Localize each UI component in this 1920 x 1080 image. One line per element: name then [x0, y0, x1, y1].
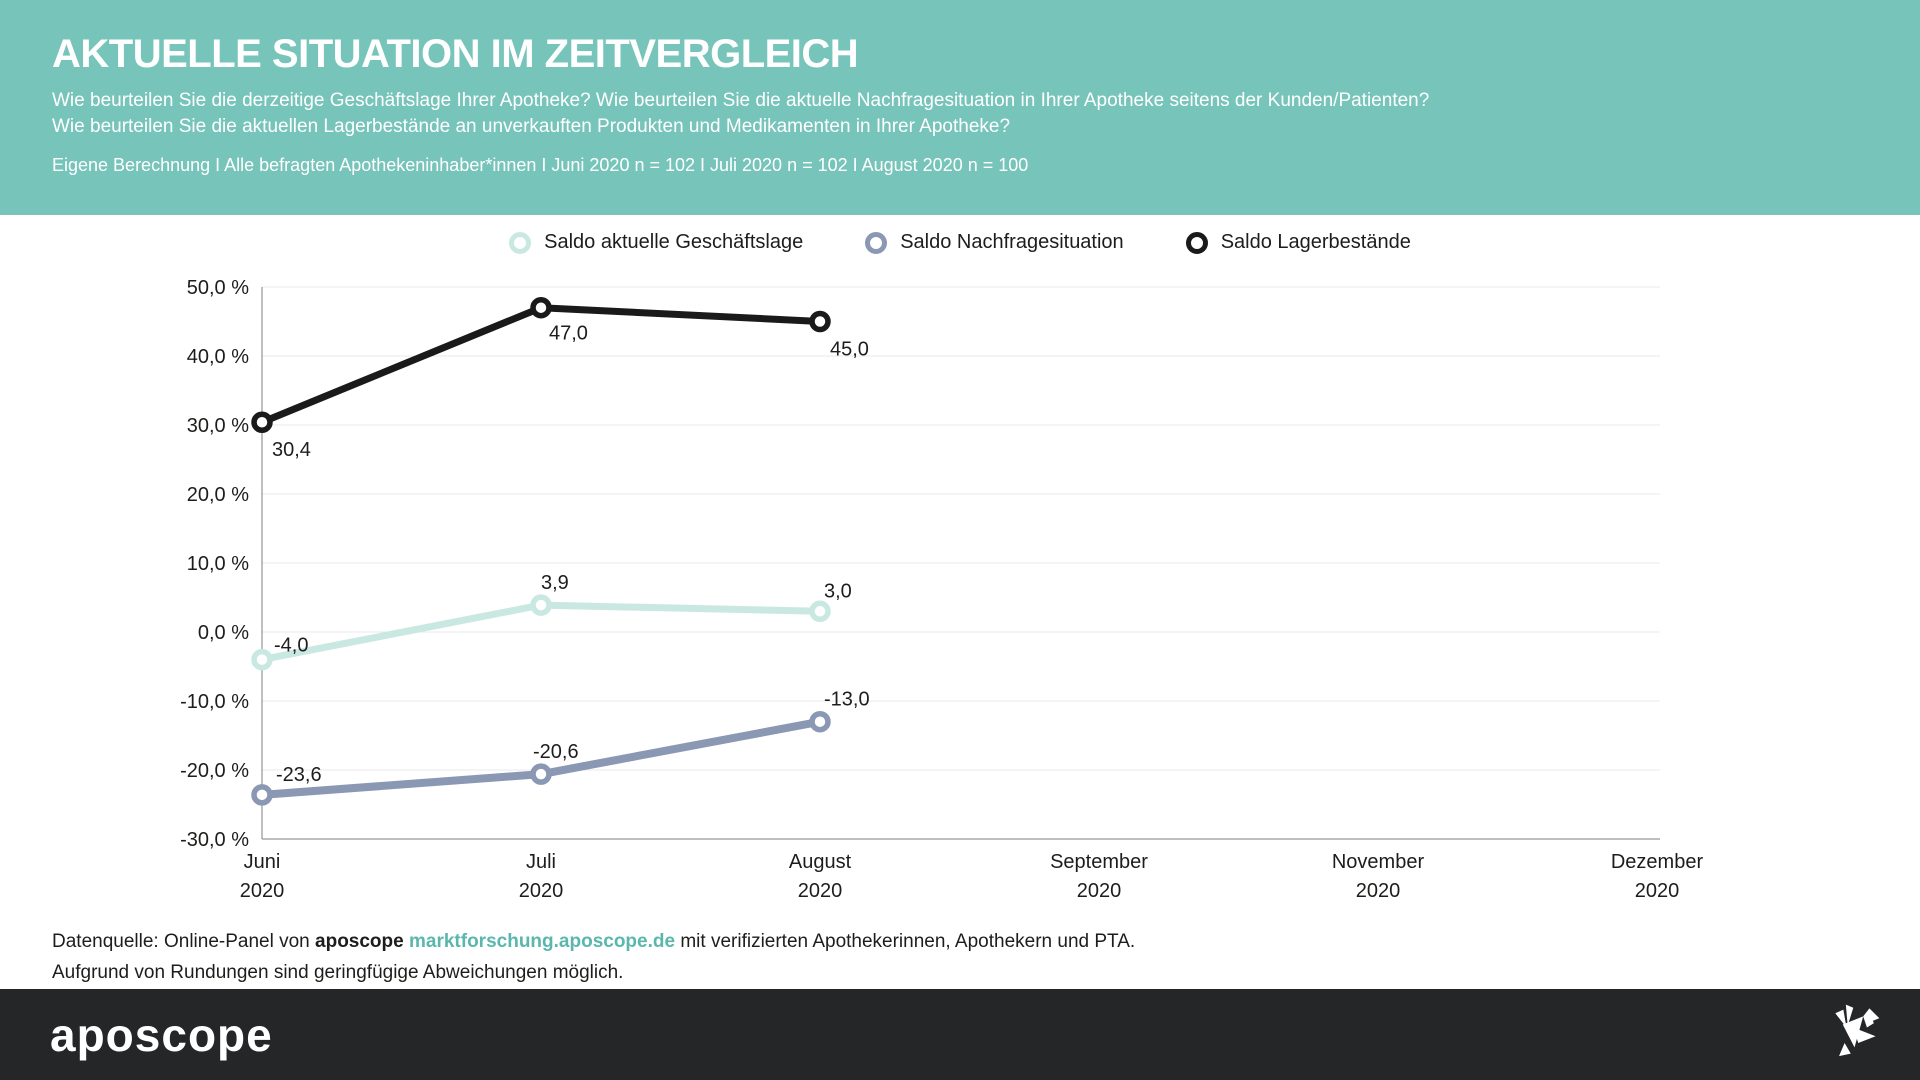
data-point-label: 30,4 — [272, 439, 311, 461]
y-tick-label: 20,0 % — [187, 484, 249, 506]
data-point-marker — [530, 594, 552, 616]
legend-item-geschaeftslage: Saldo aktuelle Geschäftslage — [509, 231, 803, 254]
x-tick-year: 2020 — [798, 880, 843, 902]
data-point-label: 45,0 — [830, 339, 869, 361]
y-tick-label: 10,0 % — [187, 553, 249, 575]
data-point-label: -4,0 — [274, 635, 308, 657]
subtitle-line-1: Wie beurteilen Sie die derzeitige Geschä… — [52, 90, 1430, 111]
y-tick-label: 40,0 % — [187, 346, 249, 368]
y-tick-label: 30,0 % — [187, 415, 249, 437]
header: AKTUELLE SITUATION IM ZEITVERGLEICH Wie … — [0, 0, 1920, 215]
source-brand: aposcope — [315, 931, 404, 952]
x-tick-month: September — [1050, 851, 1148, 873]
data-point-marker — [809, 310, 831, 333]
data-point-marker — [251, 784, 273, 806]
data-point-marker — [809, 710, 831, 733]
data-point-label: -13,0 — [824, 689, 870, 711]
legend-label: Saldo Nachfragesituation — [900, 231, 1124, 253]
page-title: AKTUELLE SITUATION IM ZEITVERGLEICH — [52, 32, 859, 76]
data-point-label: 47,0 — [549, 323, 588, 345]
data-point-label: -23,6 — [276, 764, 322, 786]
data-point-marker — [530, 763, 552, 785]
subtitle: Wie beurteilen Sie die derzeitige Geschä… — [52, 88, 1880, 140]
data-point-marker — [251, 411, 273, 433]
y-tick-label: -20,0 % — [180, 760, 249, 782]
legend-marker-circle-icon — [509, 231, 532, 254]
footer: Datenquelle: Online-Panel von aposcope m… — [52, 926, 1135, 988]
data-point-label: 3,0 — [824, 580, 852, 602]
source-text-suffix: mit verifizierten Apothekerinnen, Apothe… — [680, 931, 1136, 952]
origami-bird-icon — [1826, 1004, 1888, 1066]
data-point-label: -20,6 — [533, 741, 579, 763]
x-tick-month: August — [789, 851, 852, 873]
chart-legend: Saldo aktuelle Geschäftslage Saldo Nachf… — [0, 231, 1920, 254]
brand-bar: aposcope — [0, 989, 1920, 1080]
aposcope-logo: aposcope — [50, 1008, 273, 1061]
y-tick-label: -10,0 % — [180, 691, 249, 713]
legend-marker-circle-icon — [1185, 231, 1208, 254]
y-tick-label: 50,0 % — [187, 277, 249, 299]
source-line: Datenquelle: Online-Panel von aposcope m… — [52, 926, 1135, 957]
x-tick-month: Juli — [526, 851, 556, 873]
x-tick-year: 2020 — [1077, 880, 1122, 902]
x-tick-month: Juni — [244, 851, 281, 873]
series-line-3 — [260, 304, 821, 426]
data-point-label: 3,9 — [541, 572, 569, 594]
legend-label: Saldo Lagerbestände — [1220, 231, 1411, 253]
x-tick-month: Dezember — [1611, 851, 1704, 873]
y-tick-label: 0,0 % — [198, 622, 249, 644]
legend-item-lagerbestaende: Saldo Lagerbestände — [1185, 231, 1411, 254]
source-text-prefix: Datenquelle: Online-Panel von — [52, 931, 310, 952]
legend-item-nachfragesituation: Saldo Nachfragesituation — [865, 231, 1124, 254]
x-tick-year: 2020 — [519, 880, 564, 902]
subtitle-line-2: Wie beurteilen Sie die aktuellen Lagerbe… — [52, 116, 1011, 137]
rounding-note: Aufgrund von Rundungen sind geringfügige… — [52, 962, 624, 983]
x-tick-year: 2020 — [1356, 880, 1401, 902]
data-point-marker — [530, 296, 552, 319]
x-tick-year: 2020 — [240, 880, 285, 902]
legend-marker-circle-icon — [865, 231, 888, 254]
source-link[interactable]: marktforschung.aposcope.de — [409, 931, 676, 952]
legend-label: Saldo aktuelle Geschäftslage — [544, 231, 804, 253]
x-tick-month: November — [1332, 851, 1425, 873]
x-tick-year: 2020 — [1635, 880, 1680, 902]
chart-svg: 50,0 % 40,0 % 30,0 % 20,0 % 10,0 % 0,0 % -10,0… — [180, 277, 1704, 902]
data-point-marker — [251, 648, 273, 671]
y-tick-label: -30,0 % — [180, 829, 249, 851]
methodology-note: Eigene Berechnung I Alle befragten Apoth… — [52, 155, 1029, 175]
data-point-marker — [809, 600, 831, 623]
